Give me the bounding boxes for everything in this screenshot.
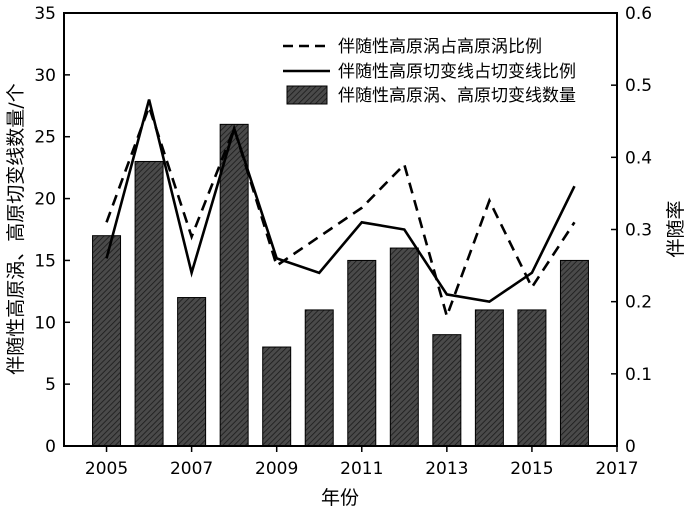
x-tick-label: 2007 (170, 459, 213, 479)
bars-layer (92, 123, 589, 447)
y-tick-label: 10 (34, 313, 56, 333)
x-axis-title: 年份 (321, 487, 359, 509)
y2-tick-label: 0.2 (625, 293, 652, 313)
y2-tick-label: 0.1 (625, 365, 652, 385)
bar-2009 (262, 346, 292, 447)
x-tick-label: 2011 (340, 459, 383, 479)
y-axis-left: 0 5 10 15 20 25 30 35 (34, 4, 70, 457)
y2-tick-label: 0.3 (625, 221, 652, 241)
lines-layer (105, 99, 576, 321)
x-tick-label: 2013 (425, 459, 468, 479)
bar-2016 (559, 259, 589, 447)
y-tick-label: 5 (45, 375, 56, 395)
bar-2015 (517, 309, 547, 447)
legend-swatch-bar (286, 85, 328, 105)
series-line-dashed (105, 102, 576, 321)
legend-label-count: 伴随性高原涡、高原切变线数量 (338, 86, 576, 106)
y2-tick-label: 0.5 (625, 76, 652, 96)
legend-label-shear-ratio: 伴随性高原切变线占切变线比例 (338, 62, 576, 82)
y-axis-right: 0 0.1 0.2 0.3 0.4 0.5 0.6 (611, 4, 652, 457)
bar-2007 (177, 297, 207, 447)
y-tick-label: 30 (34, 66, 56, 86)
series-line-solid (105, 99, 576, 304)
x-tick-label: 2009 (255, 459, 298, 479)
y-tick-label: 15 (34, 251, 56, 271)
bar-2013 (432, 334, 462, 447)
y-axis-right-title: 伴随率 (665, 200, 687, 257)
x-tick-label: 2017 (595, 459, 638, 479)
bar-2005 (92, 235, 122, 447)
bar-2010 (304, 309, 334, 447)
y2-tick-label: 0.4 (625, 148, 652, 168)
y2-tick-label: 0.6 (625, 4, 652, 24)
y-tick-label: 20 (34, 190, 56, 210)
y-tick-label: 0 (45, 437, 56, 457)
legend: 伴随性高原涡占高原涡比例 伴随性高原切变线占切变线比例 伴随性高原涡、高原切变线… (283, 37, 576, 106)
bar-2006 (134, 160, 164, 447)
legend-label-vortex-ratio: 伴随性高原涡占高原涡比例 (338, 37, 542, 57)
bar-2008 (219, 123, 249, 447)
bar-2011 (347, 259, 377, 447)
y-tick-label: 25 (34, 128, 56, 148)
x-tick-label: 2015 (510, 459, 553, 479)
bar-2014 (474, 309, 504, 447)
y2-tick-label: 0 (625, 437, 636, 457)
y-tick-label: 35 (34, 4, 56, 24)
bar-2012 (389, 247, 419, 447)
x-axis: 2005 2007 2009 2011 2013 2015 2017 (85, 446, 639, 479)
x-tick-label: 2005 (85, 459, 128, 479)
y-axis-left-title: 伴随性高原涡、高原切变线数量/个 (5, 83, 27, 374)
